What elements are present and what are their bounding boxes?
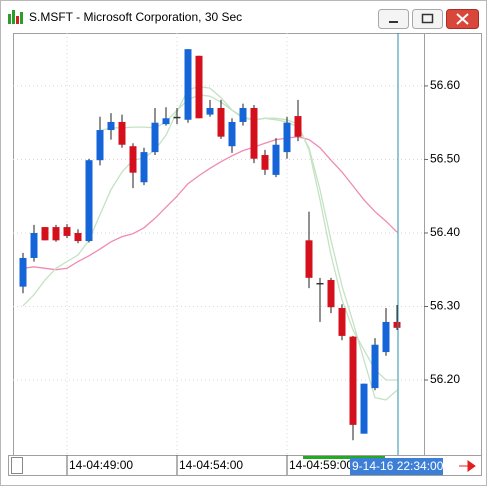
- moving-average-line: [99, 94, 397, 381]
- candle-body: [151, 122, 159, 153]
- y-tick-label: 56.40: [430, 225, 460, 239]
- candle-body: [195, 55, 203, 119]
- price-axis: [424, 33, 482, 456]
- candle-body: [338, 307, 346, 336]
- candle-body: [228, 121, 236, 147]
- candle-body: [261, 155, 269, 170]
- candle-body: [107, 121, 115, 131]
- scroll-box[interactable]: [11, 457, 23, 474]
- x-tick-label: 14-04:49:00: [69, 458, 133, 472]
- candle-body: [371, 344, 379, 389]
- candle-body: [393, 321, 401, 328]
- y-tick-label: 56.60: [430, 78, 460, 92]
- candle-body: [217, 107, 225, 137]
- x-tick-label: 14-04:59:00: [289, 458, 353, 472]
- candle-body: [272, 144, 280, 175]
- x-tick-label: 14-04:54:00: [179, 458, 243, 472]
- candle-body: [85, 160, 93, 242]
- candle-body: [41, 227, 49, 241]
- candle-body: [250, 107, 258, 159]
- candle-body: [96, 130, 104, 161]
- candle-body: [349, 336, 357, 425]
- candle-body: [382, 321, 390, 353]
- candle-body: [305, 240, 313, 278]
- candle-body: [63, 227, 71, 236]
- candle-body: [30, 232, 38, 258]
- candle-body: [140, 152, 148, 183]
- candle-body: [118, 121, 126, 145]
- cursor-label: 9-14-16 22:34:00: [352, 459, 444, 473]
- cursor-label-bg: [350, 458, 443, 475]
- candle-body: [19, 257, 27, 287]
- candle-body: [129, 146, 137, 173]
- candle-body: [360, 383, 368, 434]
- candle-body: [162, 118, 170, 125]
- scroll-right-arrow[interactable]: [459, 460, 476, 472]
- moving-average-line: [22, 86, 398, 401]
- candle-body: [74, 232, 82, 242]
- progress-bar: [303, 456, 385, 459]
- window-title: S.MSFT - Microsoft Corporation, 30 Sec: [29, 10, 242, 24]
- close-button[interactable]: [446, 9, 479, 29]
- candle-body: [239, 107, 247, 122]
- candle-body: [327, 280, 335, 308]
- moving-average-line: [22, 136, 398, 271]
- y-tick-label: 56.30: [430, 299, 460, 313]
- candle-body: [52, 227, 60, 241]
- candle-body: [316, 282, 324, 285]
- candle-body: [184, 49, 192, 120]
- y-tick-label: 56.50: [430, 152, 460, 166]
- minimize-button[interactable]: [378, 9, 409, 29]
- candle-body: [206, 107, 214, 115]
- candle-body: [294, 116, 302, 137]
- candle-body: [173, 116, 181, 119]
- maximize-button[interactable]: [412, 9, 443, 29]
- app-icon: [8, 10, 23, 24]
- candle-body: [283, 122, 291, 153]
- y-tick-label: 56.20: [430, 372, 460, 386]
